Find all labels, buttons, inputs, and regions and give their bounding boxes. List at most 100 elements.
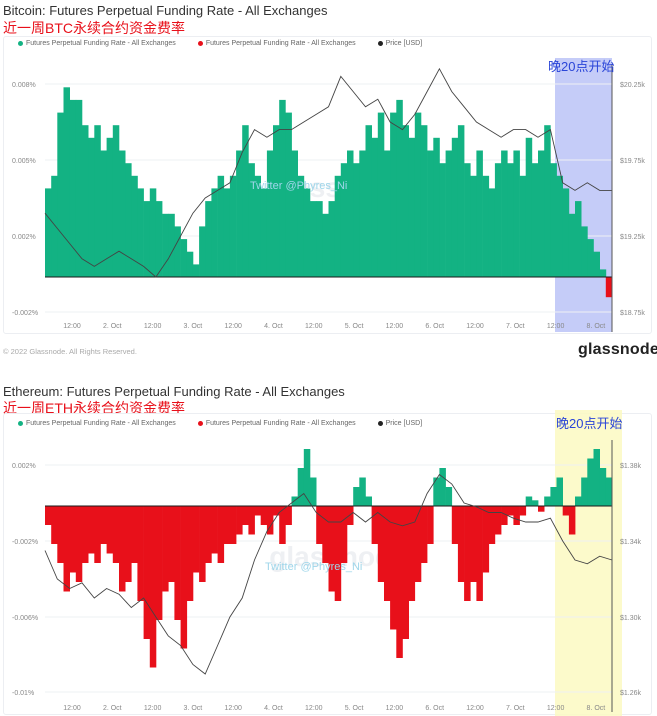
funding-bar (365, 496, 372, 506)
btc-watermark: Twitter @Phyres_Ni (250, 180, 348, 192)
x-tick-label: 12:00 (224, 323, 242, 330)
funding-bar (106, 137, 114, 277)
funding-bar (143, 201, 151, 277)
funding-bar (544, 125, 551, 277)
x-tick-label: 7. Oct (506, 323, 525, 330)
y2-tick-label: $19.75k (620, 158, 645, 165)
legend-item-price[interactable]: Price [USD] (377, 40, 422, 47)
funding-bar (531, 163, 539, 277)
funding-bar (414, 506, 422, 582)
funding-bar (353, 487, 360, 506)
btc-chart-title: Bitcoin: Futures Perpetual Funding Rate … (3, 3, 328, 18)
funding-bar (69, 99, 77, 278)
funding-bar (519, 506, 527, 516)
legend-label: Futures Perpetual Funding Rate - All Exc… (205, 420, 356, 427)
funding-bar (57, 506, 64, 563)
funding-bar (248, 163, 255, 277)
funding-bar (605, 477, 613, 506)
btc-price-line (44, 67, 612, 278)
y2-tick-label: $19.25k (620, 234, 645, 241)
funding-bar (266, 506, 274, 535)
legend-item-price[interactable]: Price [USD] (377, 420, 423, 427)
funding-bar (75, 506, 83, 582)
funding-bar (291, 496, 298, 506)
funding-bar (248, 506, 255, 535)
funding-bar (396, 506, 403, 658)
legend-item-positive-funding[interactable]: Futures Perpetual Funding Rate - All Exc… (18, 40, 176, 47)
funding-bar (260, 506, 268, 525)
funding-bar (575, 496, 582, 506)
funding-bar (568, 506, 576, 535)
funding-bar (433, 137, 440, 277)
funding-bar (328, 506, 335, 592)
funding-bar (254, 175, 261, 277)
funding-bar (211, 188, 218, 277)
funding-bar (82, 125, 89, 277)
funding-bar (525, 496, 533, 506)
funding-bar (137, 506, 144, 601)
x-tick-label: 6. Oct (425, 705, 444, 712)
funding-bar (581, 477, 588, 506)
legend-item-positive-funding[interactable]: Futures Perpetual Funding Rate - All Exc… (18, 420, 176, 427)
funding-bar (439, 163, 446, 277)
funding-bar (180, 239, 188, 278)
x-tick-label: 12:00 (466, 705, 484, 712)
funding-bar (525, 137, 533, 277)
funding-bar (100, 150, 107, 277)
funding-bar (414, 112, 422, 277)
funding-bar (279, 99, 286, 278)
funding-bar (390, 112, 397, 277)
y-tick-label: -0.01% (12, 690, 34, 697)
copyright: © 2022 Glassnode. All Rights Reserved. (3, 347, 137, 356)
funding-bar (451, 137, 459, 277)
legend-item-negative-funding[interactable]: Futures Perpetual Funding Rate - All Exc… (197, 420, 356, 427)
funding-bar (137, 188, 144, 277)
funding-bar (556, 175, 563, 277)
x-tick-label: 2. Oct (103, 323, 122, 330)
funding-bar (587, 458, 594, 506)
funding-bar (236, 150, 243, 277)
funding-bar (538, 506, 545, 512)
funding-bar (149, 188, 157, 277)
funding-bar (371, 137, 379, 277)
funding-bar (205, 201, 212, 277)
funding-bar (155, 506, 163, 620)
funding-bar (605, 277, 613, 298)
funding-bar (507, 163, 514, 277)
funding-bar (285, 506, 292, 525)
funding-bar (174, 506, 181, 620)
green-dot-icon (18, 420, 23, 426)
funding-bar (581, 226, 588, 277)
funding-bar (106, 506, 114, 554)
legend-item-negative-funding[interactable]: Futures Perpetual Funding Rate - All Exc… (197, 40, 356, 47)
funding-bar (82, 506, 89, 563)
funding-bar (297, 468, 305, 506)
black-dot-icon (377, 40, 383, 46)
y-tick-label: 0.008% (12, 82, 36, 89)
funding-bar (427, 150, 434, 277)
funding-bar (75, 99, 83, 278)
x-tick-label: 5. Oct (345, 705, 364, 712)
funding-bar (476, 506, 483, 601)
funding-bar (593, 251, 600, 277)
funding-bar (556, 477, 563, 506)
x-tick-label: 3. Oct (184, 705, 203, 712)
funding-bar (94, 125, 101, 277)
funding-bar (223, 506, 231, 544)
red-dot-icon (197, 420, 203, 426)
eth-chart-title: Ethereum: Futures Perpetual Funding Rate… (3, 384, 345, 399)
funding-bar (482, 175, 490, 277)
legend-label: Price [USD] (385, 420, 423, 427)
y2-tick-label: $1.30k (620, 615, 642, 622)
funding-bar (544, 496, 551, 506)
funding-bar (513, 506, 520, 525)
eth-chart: glassnode0.002%$1.38k-0.002%$1.34k-0.006… (12, 410, 642, 716)
funding-bar (402, 125, 409, 277)
funding-bar (377, 506, 385, 582)
x-tick-label: 4. Oct (264, 705, 283, 712)
funding-bar (199, 226, 206, 277)
funding-bar (482, 506, 490, 573)
funding-bar (501, 150, 508, 277)
y-tick-label: 0.005% (12, 158, 36, 165)
